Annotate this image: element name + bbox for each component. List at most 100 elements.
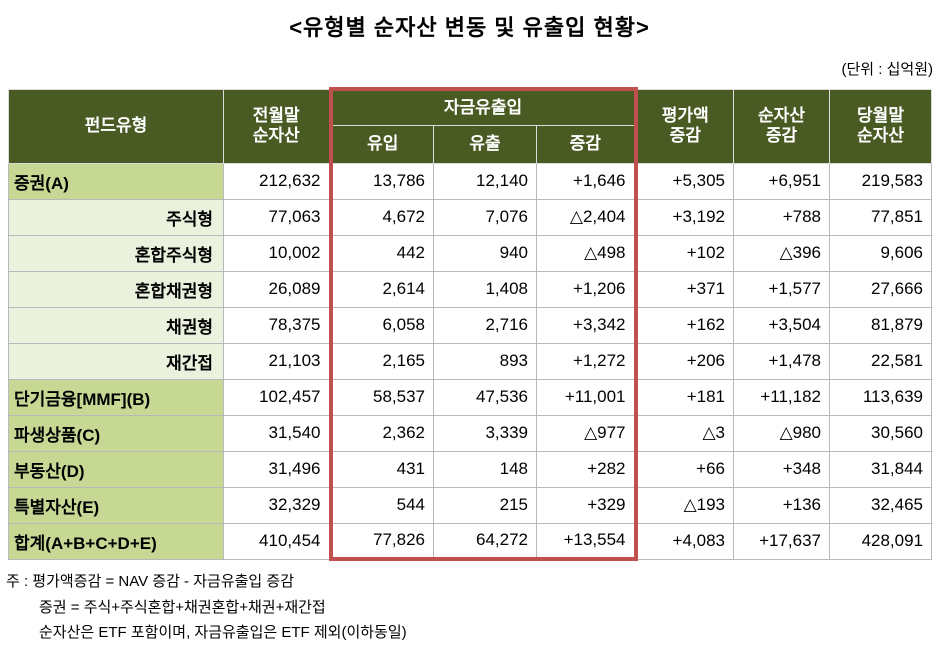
value-cell: +1,272 [535,342,638,380]
header-prev-month-nav: 전월말 순자산 [223,88,331,164]
value-cell: +3,504 [733,306,831,344]
table-row: 파생상품(C) 31,540 2,362 3,339 △977 △3 △980 30,560 [8,414,933,452]
value-cell: +181 [635,378,735,416]
value-cell: 22,581 [829,342,933,380]
value-cell: 212,632 [223,162,331,200]
value-cell: +206 [635,342,735,380]
value-cell: +1,478 [733,342,831,380]
value-cell: 2,716 [433,306,537,344]
value-cell: +102 [635,234,735,272]
value-cell: +6,951 [733,162,831,200]
value-cell: △396 [733,234,831,272]
value-cell: 431 [328,450,434,488]
footnote-line: 증권 = 주식+주식혼합+채권혼합+채권+재간접 [39,598,326,616]
value-cell: 1,408 [433,270,537,308]
header-inflow: 유입 [328,124,434,164]
value-cell: +5,305 [635,162,735,200]
page-title: <유형별 순자산 변동 및 유출입 현황> [289,15,650,40]
value-cell: 9,606 [829,234,933,272]
value-cell: 30,560 [829,414,933,452]
footnote-line: 주 : 평가액증감 = NAV 증감 - 자금유출입 증감 [6,573,294,590]
value-cell: +66 [635,450,735,488]
value-cell: 26,089 [223,270,331,308]
value-cell: 77,826 [328,522,434,561]
value-cell: 428,091 [829,522,933,560]
value-cell: +788 [733,198,831,236]
header-nav-change: 순자산 증감 [733,88,831,164]
row-label: 재간접 [8,342,224,380]
value-cell: +329 [535,486,638,524]
row-label: 주식형 [8,198,224,236]
value-cell: 219,583 [829,162,933,200]
table-body: 증권(A) 212,632 13,786 12,140 +1,646 +5,305 +6,9… [8,162,933,561]
table-header: 펀드유형 전월말 순자산 자금유출입 평가액 증감 순자산 증감 당월말 순자산… [8,87,933,164]
value-cell: △977 [535,414,638,452]
header-outflow: 유출 [433,124,537,164]
value-cell: 81,879 [829,306,933,344]
unit-note: (단위 : 십억원) [841,61,934,78]
value-cell: △3 [635,414,735,452]
row-label: 채권형 [8,306,224,344]
value-cell: +1,206 [535,270,638,308]
value-cell: △2,404 [535,198,638,236]
value-cell: +4,083 [635,522,735,560]
header-valuation-change: 평가액 증감 [635,88,735,164]
footnote-line: 순자산은 ETF 포함이며, 자금유출입은 ETF 제외(이하동일) [39,624,407,641]
table-row: 재간접 21,103 2,165 893 +1,272 +206 +1,478 22,581 [8,342,933,380]
row-label: 증권(A) [8,162,224,200]
value-cell: 78,375 [223,306,331,344]
value-cell: 47,536 [433,378,537,416]
value-cell: +371 [635,270,735,308]
value-cell: +3,192 [635,198,735,236]
value-cell: 102,457 [223,378,331,416]
value-cell: +17,637 [733,522,831,560]
header-flow-group: 자금유출입 [328,87,638,126]
row-label: 특별자산(E) [8,486,224,524]
value-cell: 544 [328,486,434,524]
value-cell: 64,272 [433,522,537,561]
value-cell: 12,140 [433,162,537,200]
value-cell: 2,614 [328,270,434,308]
value-cell: +1,646 [535,162,638,200]
row-label: 단기금융[MMF](B) [8,378,224,416]
value-cell: 32,329 [223,486,331,524]
value-cell: 215 [433,486,537,524]
table-row: 합계(A+B+C+D+E) 410,454 77,826 64,272 +13,554 +… [8,522,933,561]
row-label: 혼합채권형 [8,270,224,308]
table-row: 혼합주식형 10,002 442 940 △498 +102 △396 9,606 [8,234,933,272]
value-cell: 2,362 [328,414,434,452]
value-cell: +282 [535,450,638,488]
table-row: 부동산(D) 31,496 431 148 +282 +66 +348 31,844 [8,450,933,488]
row-label: 부동산(D) [8,450,224,488]
value-cell: +348 [733,450,831,488]
value-cell: 10,002 [223,234,331,272]
value-cell: 940 [433,234,537,272]
value-cell: 58,537 [328,378,434,416]
row-label: 파생상품(C) [8,414,224,452]
value-cell: 13,786 [328,162,434,200]
table-row: 주식형 77,063 4,672 7,076 △2,404 +3,192 +788 77,85… [8,198,933,236]
value-cell: 31,844 [829,450,933,488]
header-net-change: 증감 [535,124,638,164]
value-cell: 148 [433,450,537,488]
value-cell: +1,577 [733,270,831,308]
value-cell: 7,076 [433,198,537,236]
value-cell: △498 [535,234,638,272]
value-cell: 32,465 [829,486,933,524]
row-label: 합계(A+B+C+D+E) [8,522,224,560]
header-fund-type: 펀드유형 [8,88,224,164]
value-cell: △193 [635,486,735,524]
value-cell: 27,666 [829,270,933,308]
table-row: 채권형 78,375 6,058 2,716 +3,342 +162 +3,504 81,87… [8,306,933,344]
table-row: 혼합채권형 26,089 2,614 1,408 +1,206 +371 +1,577 27,… [8,270,933,308]
value-cell: △980 [733,414,831,452]
value-cell: +3,342 [535,306,638,344]
value-cell: 77,063 [223,198,331,236]
fund-flow-table: 펀드유형 전월말 순자산 자금유출입 평가액 증감 순자산 증감 당월말 순자산… [8,87,933,561]
value-cell: 77,851 [829,198,933,236]
value-cell: 31,496 [223,450,331,488]
value-cell: 113,639 [829,378,933,416]
table-row: 단기금융[MMF](B) 102,457 58,537 47,536 +11,001 +1… [8,378,933,416]
footnotes: 주 : 평가액증감 = NAV 증감 - 자금유출입 증감 증권 = 주식+주식… [6,569,939,646]
row-label: 혼합주식형 [8,234,224,272]
